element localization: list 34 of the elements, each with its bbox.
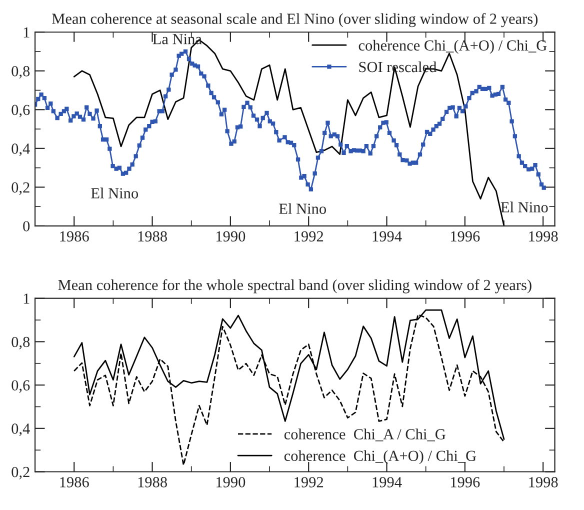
chart-title: Mean coherence at seasonal scale and El Nino (over sliding window of 2 years) — [52, 13, 538, 28]
annotation: El Nino — [91, 188, 138, 198]
y-tick-label: 0 — [23, 221, 30, 232]
y-tick-label: 0,4 — [12, 144, 30, 156]
y-tick-label: 1 — [24, 27, 30, 38]
x-tick-label: 1990 — [216, 477, 246, 488]
annotation: El Nino — [500, 202, 548, 212]
x-tick-label: 1996 — [450, 477, 480, 488]
y-tick-label: 0,8 — [12, 66, 30, 79]
x-tick-label: 1994 — [372, 231, 402, 242]
y-tick-label: 0,6 — [12, 104, 30, 118]
legend-label: coherence Chi_(A+O) / Chi_G — [284, 450, 476, 464]
legend-label: coherence Chi_(A+O) / Chi_G — [358, 40, 547, 54]
y-tick-label: 0,2 — [12, 182, 30, 195]
x-tick-label: 1992 — [294, 231, 324, 242]
y-tick-label: 1 — [24, 294, 30, 304]
x-tick-label: 1988 — [138, 231, 167, 242]
x-tick-label: 1996 — [450, 231, 480, 242]
y-tick-label: 0,6 — [12, 380, 30, 393]
y-tick-label: 0,4 — [12, 424, 30, 436]
x-tick-label: 1986 — [60, 477, 89, 488]
x-tick-label: 1988 — [138, 477, 167, 488]
chart-title: Mean coherence for the whole spectral band (over sliding window of 2 years) — [58, 279, 532, 294]
x-tick-label: 1994 — [372, 477, 402, 488]
y-tick-label: 0,8 — [12, 336, 30, 350]
legend-label: coherence Chi_A / Chi_G — [284, 428, 446, 442]
y-tick-label: 0,2 — [12, 466, 30, 480]
legend-label: SOI rescaled — [359, 61, 437, 72]
annotation: El Nino — [279, 203, 326, 214]
x-tick-label: 1992 — [294, 477, 324, 488]
x-tick-label: 1998 — [529, 231, 558, 242]
x-tick-label: 1990 — [216, 231, 246, 242]
x-tick-label: 1986 — [60, 231, 89, 242]
x-tick-label: 1998 — [529, 477, 558, 488]
